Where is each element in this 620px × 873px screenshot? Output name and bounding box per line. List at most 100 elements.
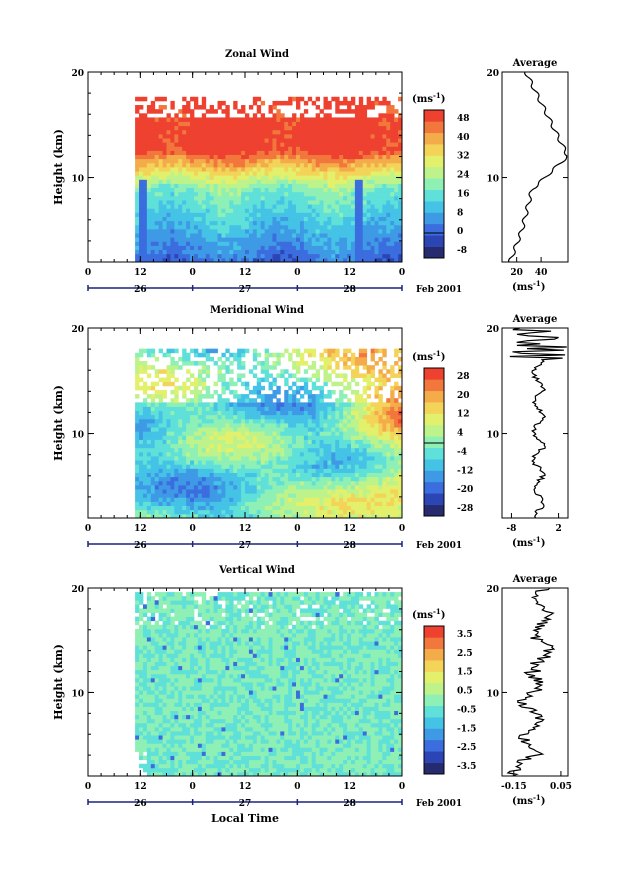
- heatmap-cell: [386, 204, 391, 209]
- heatmap-cell: [292, 489, 297, 494]
- heatmap-cell: [327, 200, 332, 205]
- heatmap-cell: [205, 410, 211, 416]
- heatmap-cell: [315, 480, 320, 486]
- heatmap-cell: [370, 501, 375, 507]
- heatmap-cell: [190, 129, 195, 135]
- heatmap-cell: [311, 154, 317, 160]
- heatmap-cell: [347, 100, 352, 106]
- heatmap-cell: [201, 456, 207, 461]
- heatmap-cell: [197, 447, 203, 453]
- heatmap-cell: [347, 233, 352, 238]
- heatmap-cell: [358, 348, 364, 354]
- heatmap-cell: [260, 200, 266, 205]
- heatmap-cell: [319, 468, 324, 473]
- heatmap-cell: [221, 121, 226, 127]
- heatmap-cell: [158, 497, 163, 502]
- heatmap-cell: [135, 158, 140, 164]
- heatmap-cell: [288, 472, 293, 478]
- heatmap-cell: [256, 423, 262, 428]
- heatmap-cell: [241, 158, 246, 164]
- heatmap-cell: [370, 427, 375, 432]
- heatmap-cell: [186, 423, 191, 428]
- heatmap-cell: [268, 447, 273, 453]
- heatmap-cell: [217, 100, 222, 106]
- heatmap-cell: [280, 158, 285, 164]
- heatmap-cell: [162, 464, 167, 469]
- heatmap-cell: [323, 472, 328, 478]
- heatmap-cell: [264, 352, 269, 358]
- heatmap-cell: [280, 191, 285, 197]
- heatmap-cell: [178, 501, 183, 507]
- heatmap-cell: [213, 220, 218, 226]
- heatmap-cell: [182, 187, 187, 193]
- heatmap-cell: [166, 435, 171, 440]
- heatmap-cell: [142, 158, 148, 164]
- heatmap-cell: [347, 204, 352, 209]
- heatmap-cell: [139, 249, 144, 255]
- heatmap-cell: [307, 460, 313, 465]
- heatmap-cell: [209, 167, 215, 172]
- heatmap-cell: [272, 493, 277, 498]
- heatmap-cell: [386, 410, 391, 416]
- heatmap-cell: [339, 464, 344, 469]
- heatmap-cell: [386, 505, 391, 511]
- heatmap-cell: [146, 373, 152, 378]
- heatmap-cell: [284, 377, 289, 383]
- heatmap-cell: [347, 224, 352, 230]
- heatmap-cell: [178, 179, 183, 184]
- heatmap-cell: [213, 447, 218, 453]
- heatmap-cell: [335, 431, 340, 436]
- heatmap-cell: [358, 447, 364, 453]
- heatmap-cell: [162, 377, 167, 383]
- heatmap-cell: [347, 410, 352, 416]
- heatmap-cell: [209, 133, 215, 139]
- heatmap-cell: [327, 489, 332, 494]
- heatmap-cell: [158, 377, 163, 383]
- heatmap-cell: [264, 133, 269, 139]
- heatmap-cell: [190, 113, 195, 118]
- colorbar-label: 48: [457, 114, 470, 124]
- heatmap-cell: [213, 117, 218, 122]
- heatmap-cell: [197, 117, 203, 122]
- heatmap-cell: [339, 476, 344, 482]
- heatmap-cell: [186, 402, 191, 407]
- heatmap-cell: [398, 249, 403, 255]
- heatmap-cell: [264, 253, 269, 259]
- heatmap-cell: [217, 460, 222, 465]
- heatmap-cell: [284, 402, 289, 407]
- heatmap-cell: [347, 175, 352, 180]
- heatmap-cell: [170, 443, 175, 449]
- heatmap-cell: [260, 394, 266, 399]
- heatmap-cell: [280, 117, 285, 122]
- heatmap-cell: [276, 361, 281, 366]
- heatmap-cell: [264, 501, 269, 507]
- heatmap-cell: [221, 476, 226, 482]
- heatmap-cell: [303, 257, 309, 263]
- heatmap-cell: [272, 200, 277, 205]
- heatmap-cell: [374, 402, 379, 407]
- heatmap-cell: [292, 158, 297, 164]
- heatmap-cell: [186, 352, 191, 358]
- heatmap-cell: [331, 427, 336, 432]
- heatmap-cell: [307, 484, 313, 490]
- heatmap-cell: [170, 460, 175, 465]
- heatmap-cell: [358, 505, 364, 511]
- heatmap-cell: [186, 456, 191, 461]
- heatmap-cell: [245, 476, 250, 482]
- heatmap-cell: [225, 179, 230, 184]
- heatmap-cell: [394, 133, 399, 139]
- heatmap-cell: [366, 406, 372, 412]
- heatmap-cell: [217, 204, 222, 209]
- heatmap-cell: [350, 472, 356, 478]
- heatmap-cell: [186, 356, 191, 362]
- heatmap-cell: [354, 228, 360, 234]
- heatmap-cell: [366, 513, 372, 519]
- heatmap-cell: [280, 249, 285, 255]
- heatmap-cell: [260, 191, 266, 197]
- heatmap-cell: [358, 216, 364, 222]
- heatmap-cell: [237, 493, 242, 498]
- heatmap-cell: [394, 150, 399, 156]
- heatmap-cell: [307, 158, 313, 164]
- colorbar-swatch: [424, 121, 444, 134]
- heatmap-cell: [193, 241, 199, 246]
